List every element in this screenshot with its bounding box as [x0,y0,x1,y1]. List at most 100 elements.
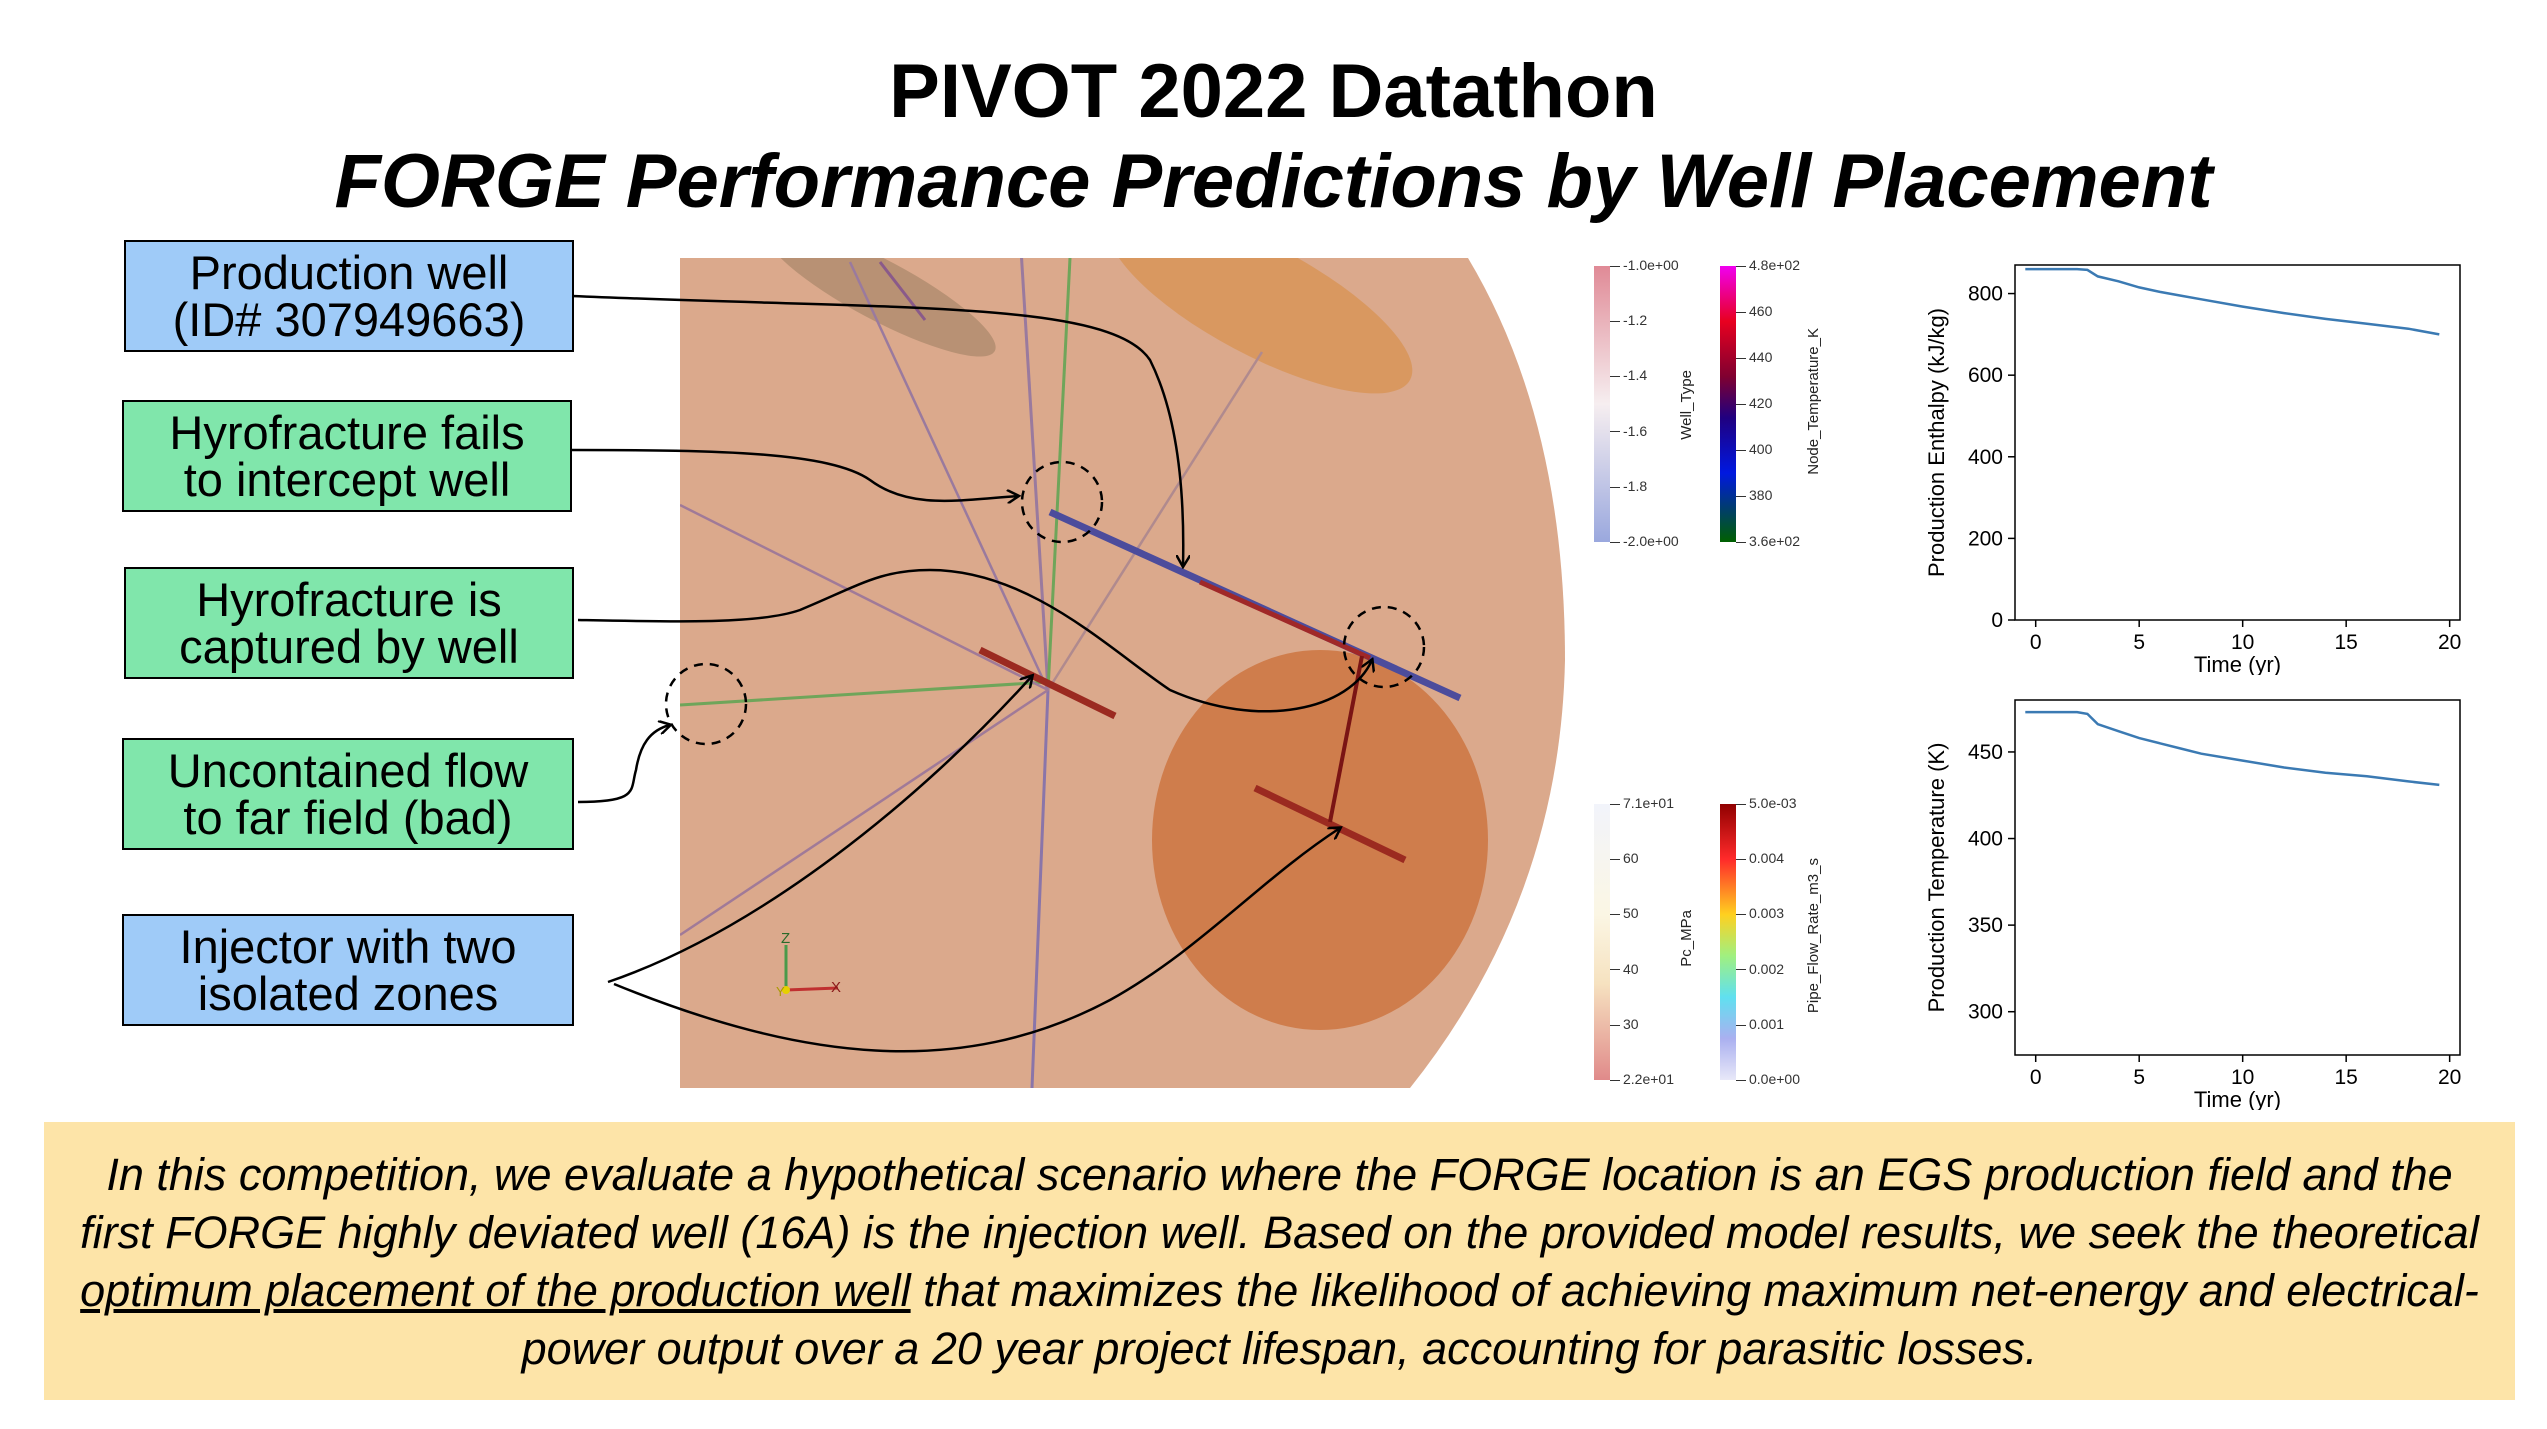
description-underlined: optimum placement of the production well [80,1265,911,1316]
callout-line: Hyrofracture is [196,573,502,626]
stimulated-zone-ellipse [1152,650,1488,1030]
y-tick-label: 400 [1968,446,2003,469]
callout-uncontained-flow: Uncontained flow to far field (bad) [122,738,574,850]
colorbar-flow-rate-title: Pipe_Flow_Rate_m3_s [1805,858,1822,1014]
plot-frame [2014,699,2461,1056]
callout-injector: Injector with two isolated zones [122,914,574,1026]
colorbar-pc [1594,804,1610,1080]
colorbar-well-type-title: Well_Type [1678,370,1695,440]
x-tick-label: 10 [2231,1066,2254,1089]
page-title: PIVOT 2022 Datathon [889,49,1658,134]
triad-z-label: Z [781,930,790,947]
y-tick-label: 400 [1968,828,2003,851]
y-tick-label: 800 [1968,283,2003,306]
production-well-hot-segment [1198,579,1372,661]
connector-well [1328,655,1364,823]
colorbar-tick-label: 2.2e+01 [1610,1071,1674,1087]
plot-frame [2014,264,2461,621]
data-series-line [2025,710,2440,787]
colorbar-pc-title: Pc_MPa [1678,910,1695,967]
x-tick-label: 0 [2030,631,2042,654]
callout-line: Hyrofracture fails [169,406,525,459]
well-trace [1016,258,1050,691]
y-axis-label: Production Temperature (K) [1924,743,1949,1013]
colorbar-tick-label: 5.0e-03 [1736,795,1796,811]
y-tick-label: 450 [1968,741,2003,764]
arrow-captured [577,568,1372,713]
colorbar-tick-label: 50 [1610,905,1639,921]
colorbar-tick-label: 3.6e+02 [1736,533,1800,549]
well-trace [1046,258,1072,691]
callout-line: captured by well [179,620,519,673]
x-tick-label: 0 [2030,1066,2042,1089]
dashed-circle-uncontained [664,662,748,746]
colorbar-tick-label: 4.8e+02 [1736,257,1800,273]
well-trace [878,261,927,321]
x-tick-label: 20 [2438,1066,2461,1089]
x-axis-label: Time (yr) [2194,652,2281,675]
triad-origin [782,986,790,994]
x-tick-label: 15 [2334,631,2357,654]
well-trace [680,503,1049,692]
colorbar-tick-label: 440 [1736,349,1772,365]
callout-line: to intercept well [183,453,511,506]
colorbar-tick-label: 420 [1736,395,1772,411]
colorbar-tick-label: -1.4 [1610,367,1647,383]
callout-line: Production well [189,246,509,299]
page-subtitle: FORGE Performance Predictions by Well Pl… [334,139,2213,224]
callout-line: Injector with two [179,920,517,973]
colorbar-tick-label: 0.001 [1736,1016,1784,1032]
upper-fracture-plane [1107,258,1413,394]
arrow-injector-upper [607,676,1032,984]
x-axis-label: Time (yr) [2194,1087,2281,1110]
triad-x-label: X [831,979,841,996]
colorbar-tick-label: 60 [1610,850,1639,866]
colorbar-tick-label: -2.0e+00 [1610,533,1679,549]
well-trace [680,680,1049,707]
y-tick-label: 600 [1968,364,2003,387]
callout-production-well: Production well (ID# 307949663) [124,240,574,352]
description-box: In this competition, we evaluate a hypot… [44,1122,2515,1400]
colorbar-tick-label: -1.0e+00 [1610,257,1679,273]
colorbar-tick-label: 460 [1736,303,1772,319]
callout-line: Uncontained flow [167,744,529,797]
colorbar-tick-label: 400 [1736,441,1772,457]
well-trace [848,261,1050,691]
description-text-1: In this competition, we evaluate a hypot… [80,1149,2479,1258]
colorbar-tick-label: 0.002 [1736,961,1784,977]
colorbar-tick-label: 7.1e+01 [1610,795,1674,811]
colorbar-well-type [1594,266,1610,542]
arrow-fails-intercept [571,448,1018,501]
arrow-uncontained [577,725,670,804]
arrow-injector-lower [613,828,1340,1053]
colorbar-flow-rate [1720,804,1736,1080]
y-axis-label: Production Enthalpy (kJ/kg) [1924,308,1949,577]
colorbar-tick-label: 380 [1736,487,1772,503]
callout-line: to far field (bad) [183,791,513,844]
well-trace [1030,689,1050,1088]
description-text-2: that maximizes the likelihood of achievi… [521,1265,2479,1374]
callout-fracture-fails: Hyrofracture fails to intercept well [122,400,572,512]
callout-line: isolated zones [197,967,499,1020]
callout-fracture-captured: Hyrofracture is captured by well [124,567,574,679]
x-tick-label: 20 [2438,631,2461,654]
dashed-circle-captured [1342,605,1426,689]
y-tick-label: 200 [1968,527,2003,550]
colorbar-tick-label: 0.0e+00 [1736,1071,1800,1087]
x-tick-label: 5 [2133,631,2145,654]
upper-left-fracture-plane [764,258,996,357]
well-trace [680,688,1049,937]
colorbar-node-temperature [1720,266,1736,542]
x-tick-label: 10 [2231,631,2254,654]
y-tick-label: 0 [1991,609,2003,632]
colorbar-tick-label: 0.003 [1736,905,1784,921]
colorbar-tick-label: 40 [1610,961,1639,977]
callout-line: (ID# 307949663) [172,293,526,346]
injector-fracture-lower [1253,784,1407,864]
triad-y-label: Y [776,984,785,999]
colorbar-tick-label: -1.2 [1610,312,1647,328]
arrow-production-well [571,294,1183,566]
colorbar-tick-label: 30 [1610,1016,1639,1032]
x-tick-label: 15 [2334,1066,2357,1089]
